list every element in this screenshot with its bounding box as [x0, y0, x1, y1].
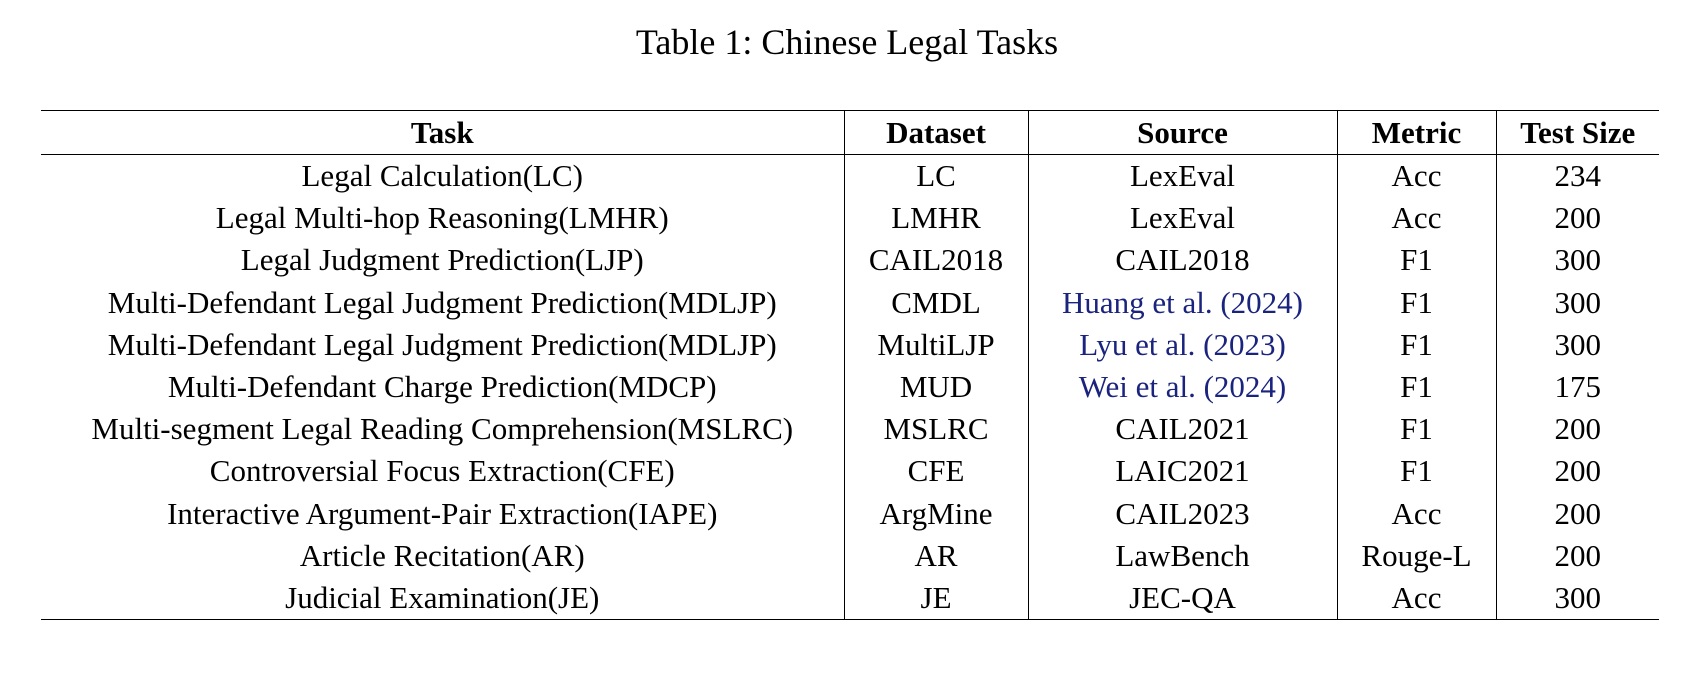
table-row: Interactive Argument-Pair Extraction(IAP…	[41, 492, 1659, 535]
metric-cell: F1	[1336, 323, 1496, 366]
test-size-cell: 300	[1495, 323, 1659, 366]
source-cell: JEC-QA	[1027, 576, 1337, 620]
dataset-cell: JE	[843, 576, 1028, 620]
task-cell: Legal Calculation(LC)	[301, 158, 583, 194]
source-cell: LexEval	[1027, 197, 1337, 240]
task-cell: Interactive Argument-Pair Extraction(IAP…	[167, 495, 718, 531]
task-cell: Multi-Defendant Legal Judgment Predictio…	[107, 284, 777, 320]
test-size-cell: 200	[1495, 450, 1659, 493]
test-size-cell: 300	[1495, 281, 1659, 324]
metric-cell: Acc	[1336, 492, 1496, 535]
table-row: Legal Judgment Prediction(LJP) CAIL2018 …	[41, 239, 1659, 282]
task-cell: Article Recitation(AR)	[299, 537, 585, 573]
metric-cell: F1	[1336, 450, 1496, 493]
header-dataset: Dataset	[843, 110, 1028, 155]
test-size-cell: 300	[1495, 239, 1659, 282]
header-row: Task Dataset Source Metric Test Size	[41, 110, 1659, 155]
metric-cell: Acc	[1336, 576, 1496, 620]
metric-cell: F1	[1336, 365, 1496, 409]
dataset-cell: CMDL	[843, 281, 1028, 324]
task-cell: Judicial Examination(JE)	[285, 579, 600, 615]
source-cell: CAIL2021	[1027, 408, 1337, 451]
test-size-cell: 234	[1495, 154, 1659, 198]
source-cell: Huang et al. (2024)	[1027, 281, 1337, 324]
table-row: Legal Calculation(LC) LC LexEval Acc 234	[41, 154, 1659, 198]
metric-cell: Rouge-L	[1336, 534, 1496, 577]
source-cell: CAIL2023	[1027, 492, 1337, 535]
source-cell: LexEval	[1027, 154, 1337, 198]
dataset-cell: LC	[843, 154, 1028, 198]
citation-link[interactable]: Huang et al. (2024)	[1061, 284, 1304, 320]
header-source: Source	[1027, 110, 1337, 155]
dataset-cell: LMHR	[843, 197, 1028, 240]
metric-cell: F1	[1336, 239, 1496, 282]
table-row: Article Recitation(AR) AR LawBench Rouge…	[41, 534, 1659, 577]
dataset-cell: CFE	[843, 450, 1028, 493]
dataset-cell: CAIL2018	[843, 239, 1028, 282]
dataset-cell: AR	[843, 534, 1028, 577]
table-row: Multi-Defendant Charge Prediction(MDCP) …	[41, 365, 1659, 409]
test-size-cell: 200	[1495, 492, 1659, 535]
dataset-cell: MSLRC	[843, 408, 1028, 451]
task-cell: Multi-segment Legal Reading Comprehensio…	[91, 411, 794, 447]
metric-cell: Acc	[1336, 154, 1496, 198]
header-test-size: Test Size	[1495, 110, 1659, 155]
test-size-cell: 175	[1495, 365, 1659, 409]
task-cell: Multi-Defendant Charge Prediction(MDCP)	[167, 369, 717, 405]
citation-link[interactable]: Wei et al. (2024)	[1078, 369, 1287, 405]
test-size-cell: 200	[1495, 197, 1659, 240]
test-size-cell: 200	[1495, 534, 1659, 577]
source-cell: Lyu et al. (2023)	[1027, 323, 1337, 366]
legal-tasks-table: Task Dataset Source Metric Test Size Leg…	[41, 110, 1659, 620]
table-caption: Table 1: Chinese Legal Tasks	[635, 22, 1059, 62]
table-row: Multi-Defendant Legal Judgment Predictio…	[41, 281, 1659, 324]
task-cell: Legal Multi-hop Reasoning(LMHR)	[215, 200, 669, 236]
test-size-cell: 300	[1495, 576, 1659, 620]
table-row: Controversial Focus Extraction(CFE) CFE …	[41, 450, 1659, 493]
metric-cell: F1	[1336, 281, 1496, 324]
source-cell: LawBench	[1027, 534, 1337, 577]
source-cell: CAIL2018	[1027, 239, 1337, 282]
table-row: Legal Multi-hop Reasoning(LMHR) LMHR Lex…	[41, 197, 1659, 240]
metric-cell: F1	[1336, 408, 1496, 451]
dataset-cell: MultiLJP	[843, 323, 1028, 366]
header-task: Task	[410, 115, 474, 150]
source-cell: Wei et al. (2024)	[1027, 365, 1337, 409]
table-row: Judicial Examination(JE) JE JEC-QA Acc 3…	[41, 576, 1659, 620]
dataset-cell: MUD	[843, 365, 1028, 409]
test-size-cell: 200	[1495, 408, 1659, 451]
metric-cell: Acc	[1336, 197, 1496, 240]
citation-link[interactable]: Lyu et al. (2023)	[1079, 326, 1286, 362]
table-row: Multi-Defendant Legal Judgment Predictio…	[41, 323, 1659, 366]
source-cell: LAIC2021	[1027, 450, 1337, 493]
header-metric: Metric	[1336, 110, 1496, 155]
task-cell: Multi-Defendant Legal Judgment Predictio…	[107, 326, 777, 362]
dataset-cell: ArgMine	[843, 492, 1028, 535]
task-cell: Controversial Focus Extraction(CFE)	[209, 453, 675, 489]
table-row: Multi-segment Legal Reading Comprehensio…	[41, 408, 1659, 451]
task-cell: Legal Judgment Prediction(LJP)	[240, 242, 644, 278]
